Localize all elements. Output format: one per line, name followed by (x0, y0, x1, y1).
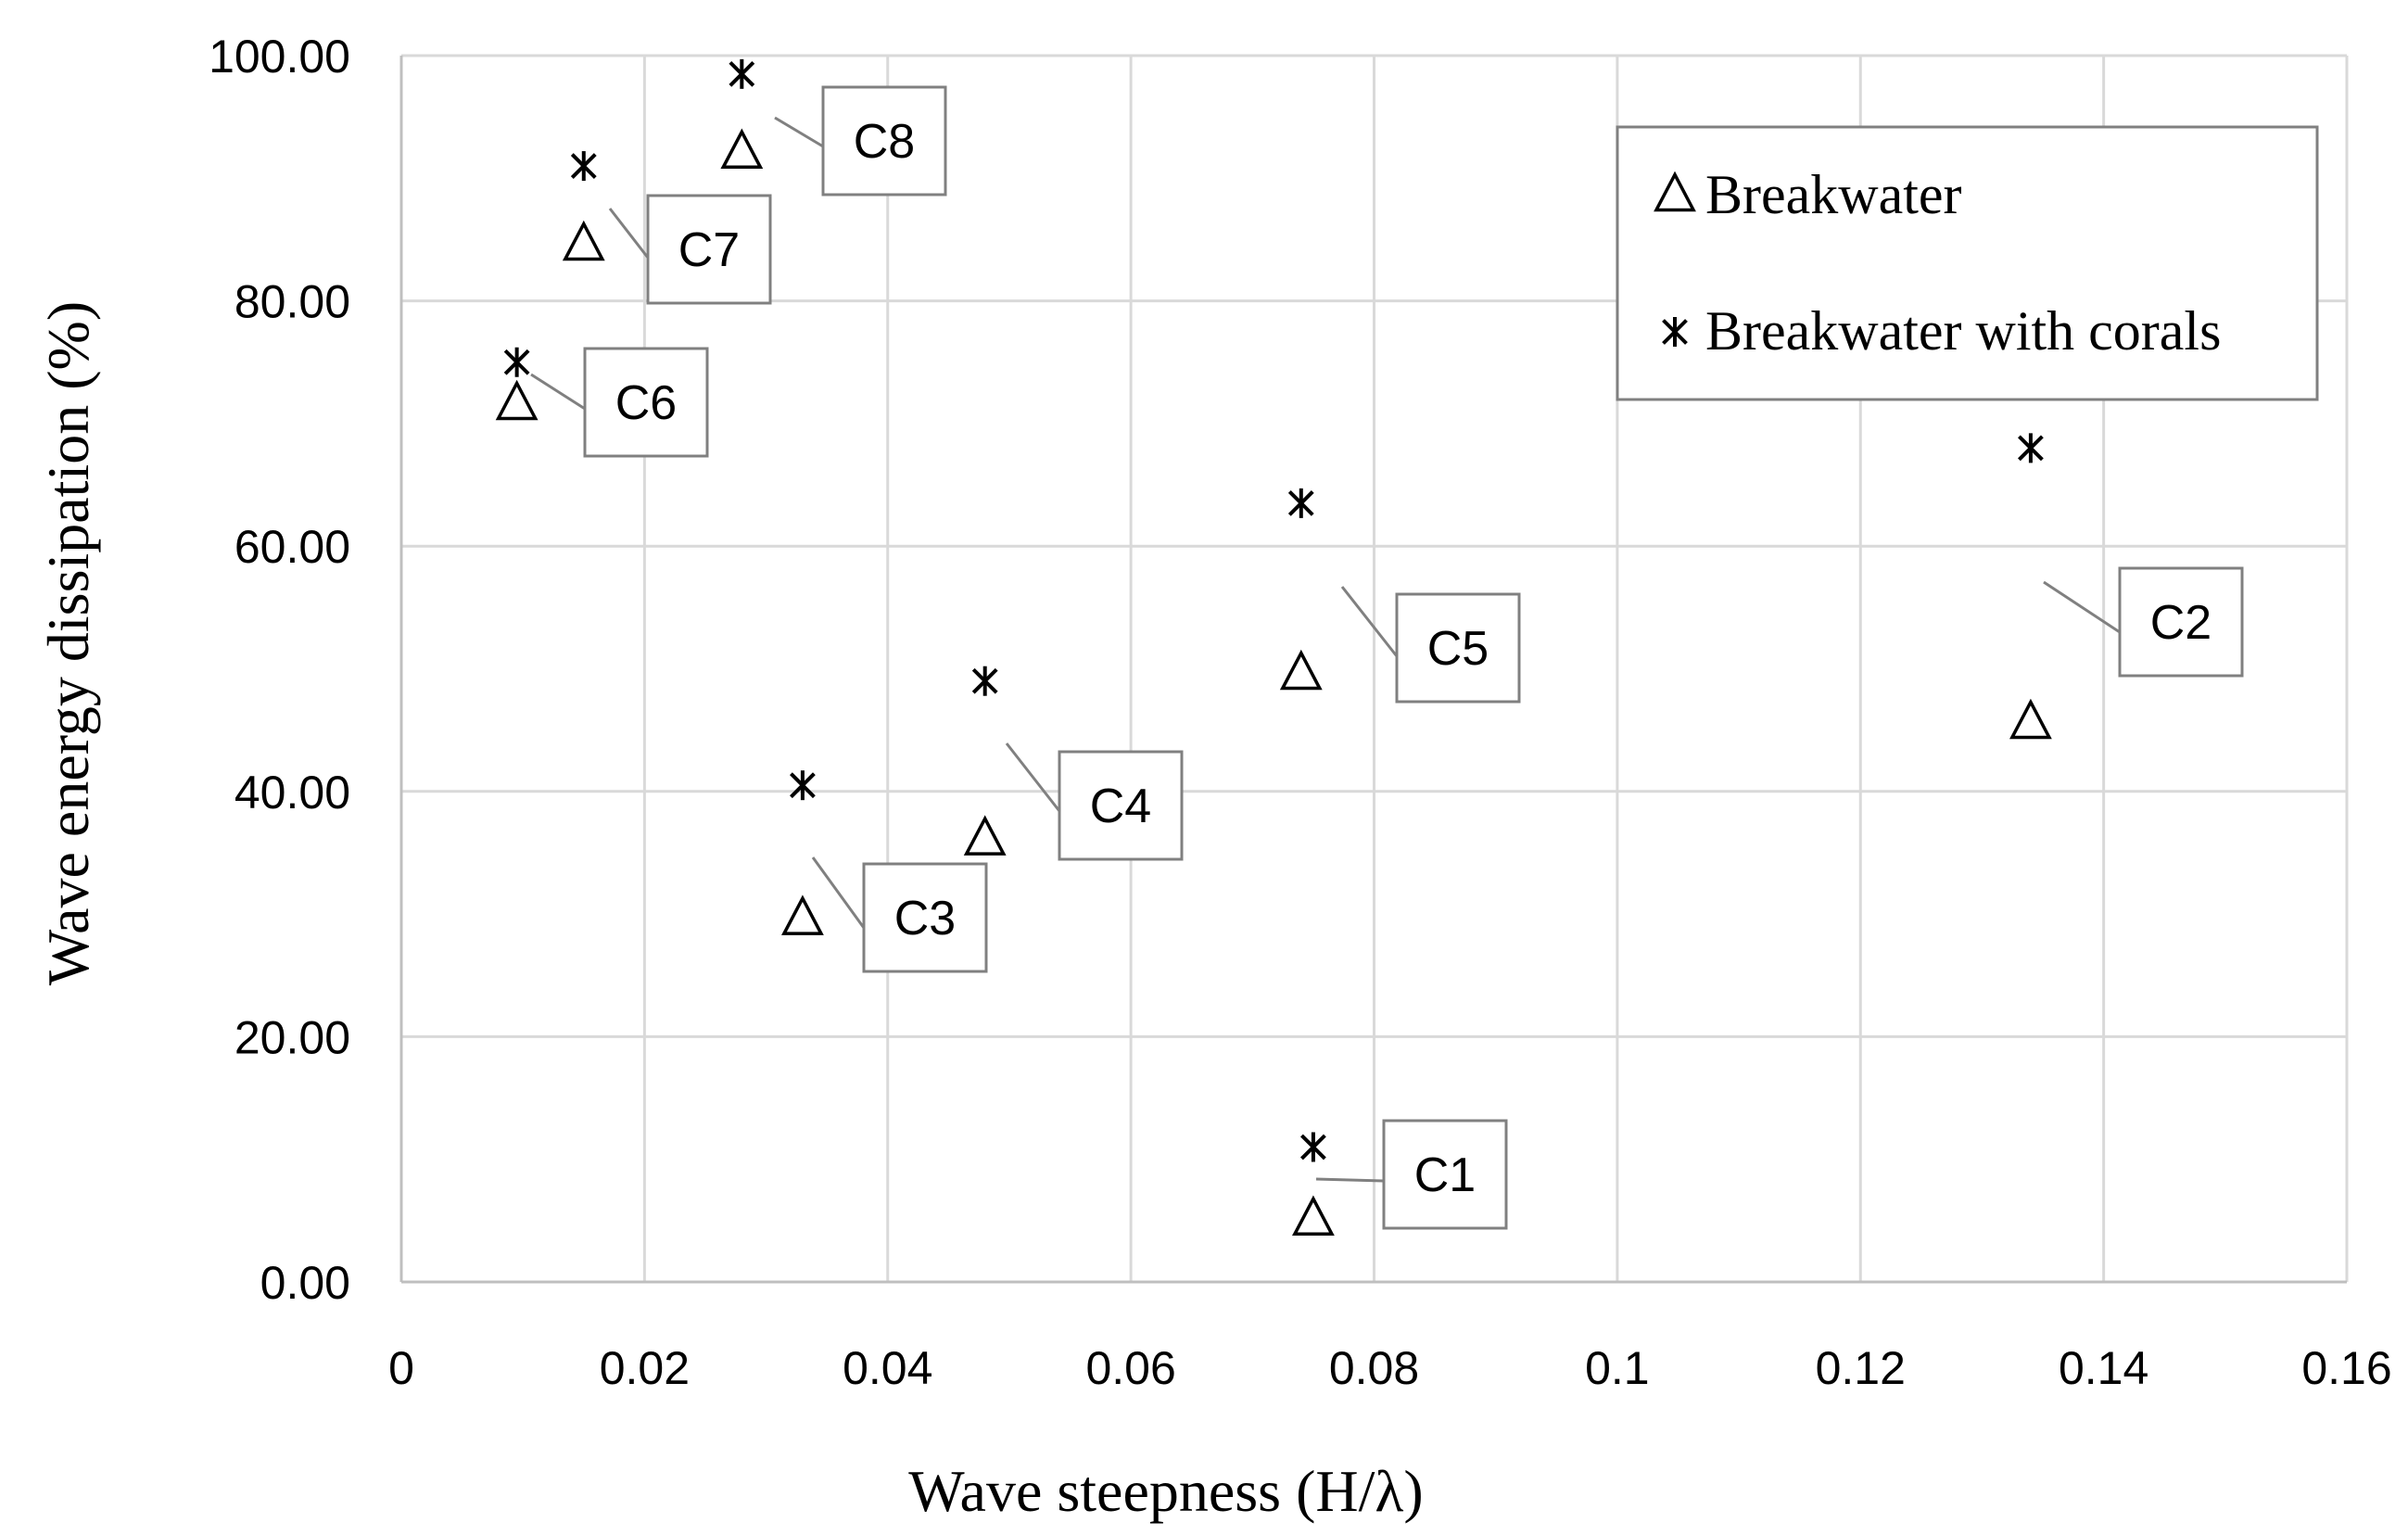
y-tick-label: 80.00 (234, 276, 350, 328)
callout-leader-line (530, 373, 586, 411)
callout-leader-line (774, 116, 824, 148)
legend-asterisk-symbol (1662, 317, 1688, 347)
marker-layer (495, 58, 2052, 1237)
tick-label-layer: 0 0.02 0.04 0.06 0.08 0.1 0.12 0.14 0.16 0.00 20.0… (209, 31, 2392, 1394)
x-axis-title: Wave steepness (H/λ) (908, 1458, 1423, 1524)
callout-box (862, 862, 988, 973)
callout-leader-layer (530, 116, 2121, 1183)
y-tick-label: 100.00 (209, 31, 350, 82)
axis-layer (399, 56, 2347, 1284)
callout-label: C5 (1427, 622, 1489, 676)
callout-layer: C1 C2 C3 C4 C5 C6 C7 C8 (583, 85, 2244, 1230)
x-tick-label: 0.12 (1816, 1342, 1906, 1394)
breakwater-with-corals-point (503, 347, 530, 377)
breakwater-point (963, 815, 1007, 856)
callout-box (1058, 750, 1184, 861)
breakwater-point (720, 128, 764, 170)
breakwater-with-corals-point (790, 770, 816, 801)
callout-leader-line (811, 856, 866, 929)
breakwater-with-corals-point (1300, 1132, 1326, 1162)
breakwater-with-corals-point (729, 58, 755, 89)
x-tick-label: 0.16 (2301, 1342, 2391, 1394)
callout-leader-line (1005, 742, 1061, 812)
x-tick-label: 0.08 (1329, 1342, 1419, 1394)
x-tick-label: 0.14 (2059, 1342, 2148, 1394)
y-tick-label: 20.00 (234, 1011, 350, 1063)
x-tick-label: 0.1 (1585, 1342, 1650, 1394)
y-axis-title: Wave energy dissipation (%) (35, 301, 101, 985)
callout-leader-line (2043, 580, 2121, 634)
callout-box (1382, 1119, 1508, 1230)
breakwater-point (2009, 698, 2052, 740)
breakwater-with-corals-point (2018, 433, 2044, 463)
legend-asterisk-marker-icon (1662, 317, 1688, 347)
legend-label-breakwater: Breakwater (1705, 164, 1962, 225)
x-tick-label: 0.04 (843, 1342, 932, 1394)
breakwater-point (562, 220, 605, 261)
callout-box (1395, 592, 1521, 704)
callout-leader-line (608, 208, 650, 259)
legend: Breakwater Breakwater with corals (1616, 125, 2319, 401)
legend-triangle-marker-icon (1654, 171, 1696, 212)
callout-label: C3 (894, 892, 956, 945)
callout-label: C2 (2150, 596, 2212, 650)
breakwater-with-corals-point (1287, 488, 1314, 518)
callout-box (646, 194, 772, 305)
x-tick-label: 0.02 (600, 1342, 690, 1394)
breakwater-point (1279, 649, 1323, 691)
breakwater-point (781, 894, 824, 935)
legend-label-breakwater-with-corals: Breakwater with corals (1705, 300, 2221, 362)
y-tick-label: 40.00 (234, 767, 350, 818)
y-tick-label: 0.00 (260, 1257, 350, 1309)
legend-box (1616, 125, 2319, 401)
callout-label: C7 (678, 223, 740, 277)
breakwater-point (495, 379, 539, 421)
x-tick-label: 0.06 (1085, 1342, 1175, 1394)
callout-label: C8 (854, 115, 915, 169)
callout-label: C1 (1414, 1148, 1476, 1202)
callout-box (583, 347, 709, 458)
callout-label: C4 (1090, 780, 1151, 833)
y-tick-label: 60.00 (234, 521, 350, 573)
legend-triangle-symbol (1654, 171, 1696, 212)
breakwater-point (1292, 1195, 1335, 1237)
callout-label: C6 (615, 376, 677, 430)
callout-box (821, 85, 947, 197)
callout-box (2118, 566, 2244, 678)
x-tick-label: 0 (388, 1342, 414, 1394)
breakwater-with-corals-point (971, 666, 998, 696)
callout-leader-line (1315, 1177, 1385, 1183)
breakwater-with-corals-point (570, 151, 597, 182)
callout-leader-line (1340, 586, 1399, 657)
